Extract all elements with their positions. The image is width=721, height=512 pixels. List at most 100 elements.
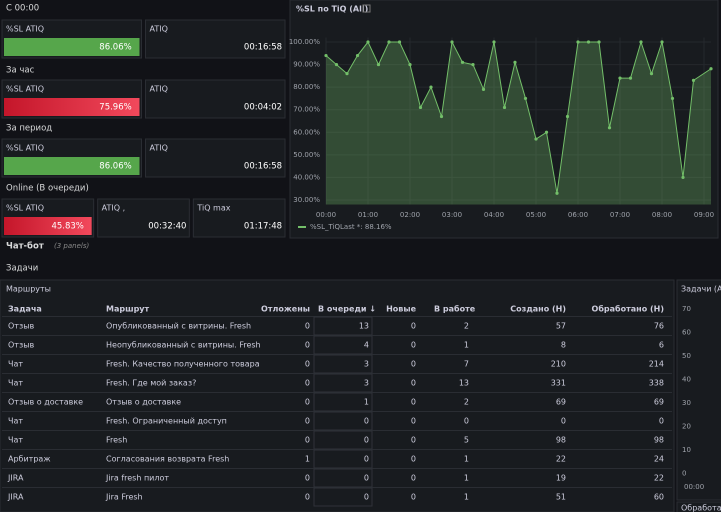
stat-value: 00:16:58	[244, 43, 282, 53]
table-cell: 19	[556, 474, 566, 483]
point	[355, 53, 360, 58]
table-cell: 0	[305, 360, 310, 369]
stat-title: %SL ATIQ	[6, 85, 44, 94]
column-header: Задача	[8, 305, 42, 314]
table-cell: 338	[649, 379, 664, 388]
y-tick-label: 40.00%	[293, 173, 320, 181]
table-cell: 69	[654, 398, 664, 407]
x-tick-label: 06:00	[568, 211, 588, 219]
table-cell: 0	[411, 474, 416, 483]
stat-value: 86.06%	[99, 43, 131, 53]
side-y-tick: 0	[682, 470, 686, 478]
point	[387, 40, 391, 44]
table-cell: 1	[464, 474, 469, 483]
chart-panel	[289, 0, 719, 239]
table-cell: 0	[305, 474, 310, 483]
table-cell: 214	[649, 360, 664, 369]
y-tick-label: 30.00%	[293, 196, 320, 204]
table-cell: 51	[556, 493, 566, 502]
stat-title: ATIQ	[150, 144, 168, 153]
table-cell: 0	[659, 417, 664, 426]
table-cell: 98	[556, 436, 566, 445]
point	[576, 40, 580, 44]
table-cell: 4	[364, 341, 369, 350]
y-tick-label: 50.00%	[293, 151, 320, 159]
table-cell: 22	[654, 474, 664, 483]
row-tasks[interactable]: Задачи	[6, 264, 38, 274]
table-cell: 1	[464, 341, 469, 350]
stat-value: 01:17:48	[244, 222, 282, 232]
table-cell: 98	[654, 436, 664, 445]
side-panel-2	[676, 501, 721, 512]
table-cell: Чат	[8, 360, 23, 369]
table-cell: Отзыв о доставке	[8, 398, 83, 407]
chart-title: %SL по TiQ (All)	[296, 5, 368, 14]
table-cell: 2	[464, 322, 469, 331]
table-cell: 0	[305, 398, 310, 407]
side-y-tick: 50	[682, 352, 691, 360]
point	[555, 191, 559, 195]
point	[460, 60, 465, 64]
table-cell: Арбитраж	[8, 455, 51, 464]
table-cell: Опубликованный с витрины. Fresh	[106, 322, 251, 331]
x-tick-label: 03:00	[442, 211, 462, 219]
stat-bar	[4, 157, 140, 175]
expand-icon[interactable]	[362, 4, 371, 13]
table-cell: 7	[464, 360, 469, 369]
point	[481, 87, 486, 92]
point	[607, 126, 612, 130]
section-title: За час	[6, 66, 35, 76]
stat-title: TiQ max	[196, 204, 230, 213]
table-cell: 0	[411, 360, 416, 369]
column-header: Маршрут	[106, 305, 150, 314]
table-cell: 0	[364, 417, 369, 426]
y-tick-label: 80.00%	[293, 83, 320, 91]
point	[565, 114, 570, 119]
point	[544, 130, 549, 134]
table-cell: 22	[556, 455, 566, 464]
section-title: За период	[6, 124, 52, 134]
area	[326, 42, 711, 205]
table-cell: 0	[364, 474, 369, 483]
point	[502, 105, 507, 110]
stat-title: %SL ATIQ	[6, 144, 44, 153]
x-tick-label: 04:00	[484, 211, 504, 219]
side-y-tick: 70	[682, 305, 691, 313]
table-cell: 0	[364, 493, 369, 502]
table-cell: 3	[364, 360, 369, 369]
table-cell: Fresh. Качество полученного товара	[106, 360, 260, 369]
table-cell: Отзыв	[8, 341, 35, 350]
point	[429, 85, 433, 89]
table-cell: 69	[556, 398, 566, 407]
table-cell: 5	[464, 436, 469, 445]
point	[660, 40, 664, 44]
side-y-tick: 20	[682, 423, 691, 431]
column-header: Новые	[386, 305, 416, 314]
x-tick-label: 01:00	[358, 211, 378, 219]
stat-title: ATIQ	[150, 25, 168, 34]
table-panel	[0, 279, 675, 512]
x-tick-label: 02:00	[400, 211, 420, 219]
point	[345, 72, 349, 76]
stat-value: 00:04:02	[244, 103, 282, 113]
table-cell: 3	[364, 379, 369, 388]
table-cell: 13	[359, 322, 369, 331]
column-header: Обработано (Н)	[592, 304, 664, 314]
y-tick-label: 100.00%	[289, 38, 320, 46]
table-cell: 0	[364, 455, 369, 464]
table-cell: 1	[464, 455, 469, 464]
x-tick-label: 05:00	[526, 211, 546, 219]
legend-label: %SL_TiQ	[310, 223, 341, 231]
row-chatbot[interactable]: Чат-бот	[6, 241, 44, 252]
table-cell: 0	[411, 322, 416, 331]
point	[670, 96, 675, 101]
point	[408, 62, 412, 67]
stat-title: ATIQ	[150, 85, 168, 94]
point	[513, 60, 517, 64]
table-cell: Согласования возврата Fresh	[106, 455, 229, 464]
point	[324, 53, 328, 58]
stat-panel	[97, 198, 190, 238]
table-cell: Fresh	[106, 436, 127, 445]
table-cell: 57	[556, 322, 566, 331]
stat-value: 00:16:58	[244, 162, 282, 172]
